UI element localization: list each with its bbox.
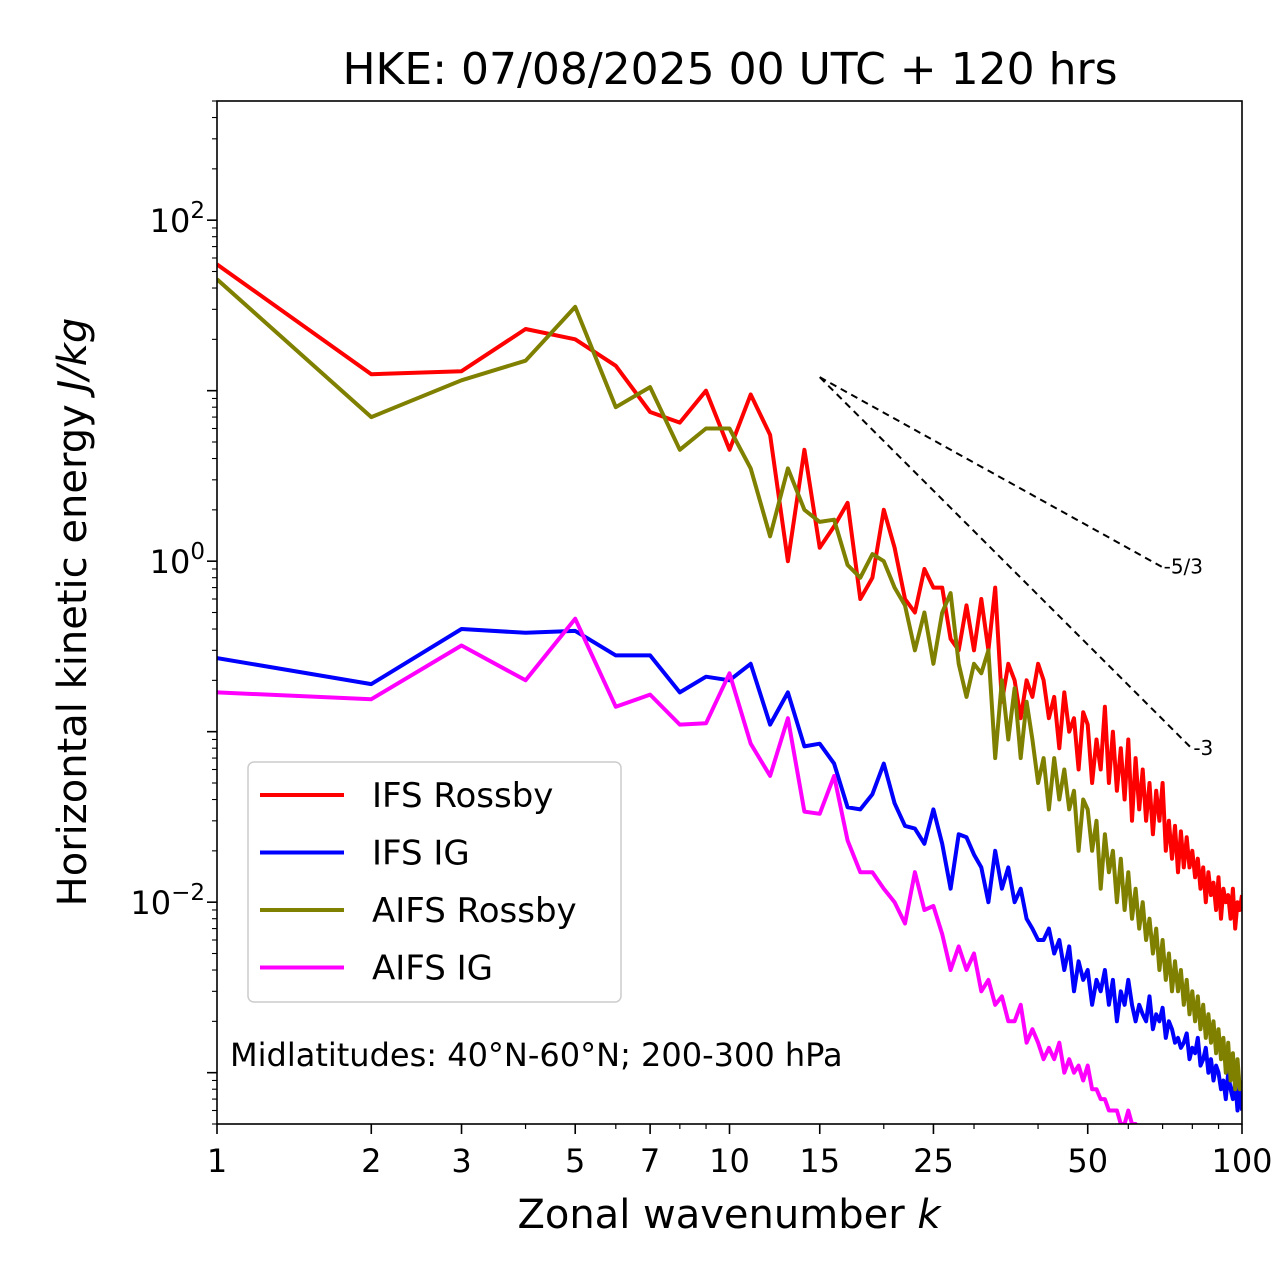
legend-label-aifs-rossby: AIFS Rossby bbox=[372, 891, 577, 931]
y-tick-label-exponent: 0 bbox=[190, 539, 205, 565]
x-axis-label-symbol: k bbox=[917, 1192, 942, 1238]
series-line-aifs-ig bbox=[217, 616, 1138, 1124]
y-axis-label-units: J/kg bbox=[50, 318, 96, 399]
reference-slopes: -5/3 -3 bbox=[819, 376, 1213, 760]
x-tick-label-10: 10 bbox=[709, 1142, 750, 1180]
plot-frame bbox=[216, 100, 1243, 1125]
x-tick-label-100: 100 bbox=[1211, 1142, 1272, 1180]
x-axis-label-text: Zonal wavenumber bbox=[517, 1192, 905, 1238]
series-line-ifs-rossby bbox=[217, 262, 1242, 931]
x-tick-label-3: 3 bbox=[451, 1142, 471, 1180]
legend-box bbox=[247, 761, 622, 1003]
x-axis-label: Zonal wavenumber k bbox=[517, 1192, 942, 1238]
x-tick-label-5: 5 bbox=[565, 1142, 585, 1180]
x-tick-label-25: 25 bbox=[913, 1142, 954, 1180]
x-tick-label-1: 1 bbox=[207, 1142, 227, 1180]
y-tick-label-base: 10 bbox=[130, 884, 171, 922]
y-tick-label: 102 bbox=[150, 198, 205, 240]
legend-label-ifs-ig: IFS IG bbox=[372, 834, 470, 874]
y-tick-label: 100 bbox=[150, 539, 205, 581]
region-annotation: Midlatitudes: 40°N-60°N; 200-300 hPa bbox=[230, 1036, 843, 1074]
y-axis-label: Horizontal kinetic energy J/kg bbox=[50, 318, 96, 907]
legend-label-aifs-ig: AIFS IG bbox=[372, 949, 493, 989]
series-line-ifs-ig bbox=[217, 627, 1242, 1113]
chart-title: HKE: 07/08/2025 00 UTC + 120 hrs bbox=[342, 44, 1117, 95]
y-tick-label-base: 10 bbox=[150, 202, 191, 240]
x-tick-label-2: 2 bbox=[361, 1142, 381, 1180]
slope-label--5/3: -5/3 bbox=[1164, 554, 1203, 578]
x-tick-label-7: 7 bbox=[640, 1142, 660, 1180]
x-tick-label-50: 50 bbox=[1067, 1142, 1108, 1180]
legend: IFS Rossby IFS IG AIFS Rossby AIFS IG bbox=[247, 761, 622, 1003]
series-line-aifs-rossby bbox=[217, 277, 1242, 1092]
slope-label--3: -3 bbox=[1193, 736, 1213, 760]
slope-line--5/3 bbox=[819, 376, 1164, 569]
y-tick-label-exponent: −2 bbox=[171, 880, 205, 906]
series-layer bbox=[217, 262, 1242, 1124]
y-tick-label: 10−2 bbox=[130, 880, 205, 922]
x-tick-label-15: 15 bbox=[799, 1142, 840, 1180]
y-tick-label-exponent: 2 bbox=[190, 198, 205, 224]
slope-line--3 bbox=[819, 376, 1194, 750]
y-axis-label-text: Horizontal kinetic energy bbox=[50, 404, 96, 906]
y-tick-label-base: 10 bbox=[150, 543, 191, 581]
legend-label-ifs-rossby: IFS Rossby bbox=[372, 776, 553, 816]
legend-items: IFS Rossby IFS IG AIFS Rossby AIFS IG bbox=[260, 776, 577, 989]
